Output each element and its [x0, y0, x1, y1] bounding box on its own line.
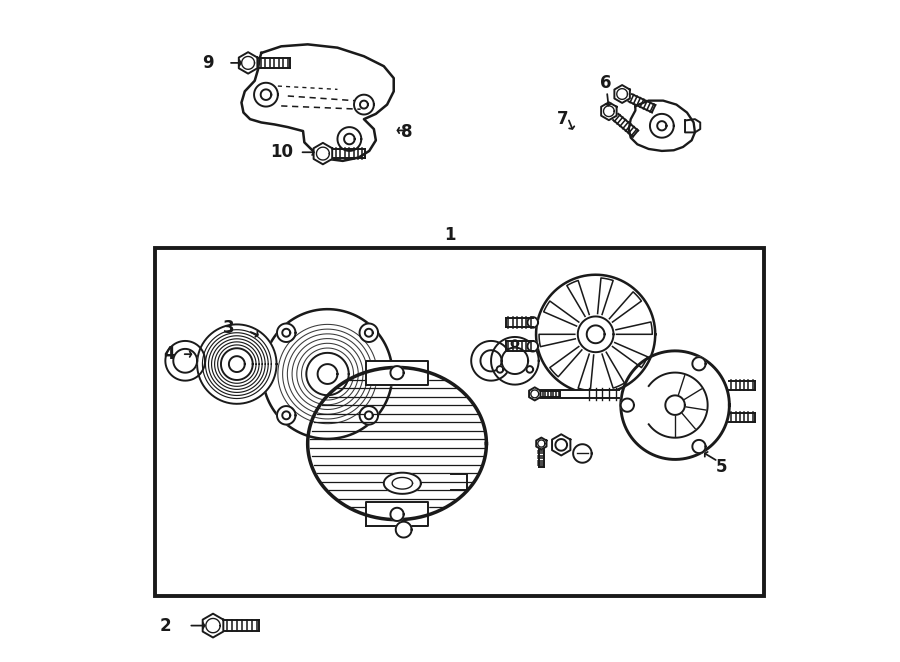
Bar: [156, 248, 764, 596]
Polygon shape: [277, 324, 295, 342]
Polygon shape: [501, 348, 528, 374]
Text: 5: 5: [716, 457, 727, 476]
Polygon shape: [567, 281, 590, 316]
Polygon shape: [364, 411, 373, 419]
Polygon shape: [578, 316, 614, 352]
Polygon shape: [538, 390, 619, 398]
Polygon shape: [539, 334, 575, 347]
Polygon shape: [197, 324, 276, 404]
Polygon shape: [202, 614, 223, 638]
Polygon shape: [552, 434, 571, 455]
Polygon shape: [621, 351, 729, 459]
Polygon shape: [254, 83, 278, 107]
Polygon shape: [587, 326, 605, 343]
Polygon shape: [308, 367, 486, 520]
Text: 9: 9: [202, 54, 214, 72]
Polygon shape: [615, 85, 630, 103]
Polygon shape: [692, 357, 706, 371]
Polygon shape: [391, 508, 404, 521]
Polygon shape: [365, 502, 428, 526]
Polygon shape: [238, 52, 257, 73]
Text: 8: 8: [401, 123, 413, 142]
Polygon shape: [396, 522, 411, 538]
Polygon shape: [174, 349, 197, 373]
Text: 6: 6: [599, 73, 611, 92]
Polygon shape: [491, 337, 539, 385]
Polygon shape: [481, 350, 501, 371]
Polygon shape: [629, 101, 695, 151]
Polygon shape: [573, 444, 591, 463]
Polygon shape: [685, 119, 700, 132]
Polygon shape: [220, 348, 253, 380]
Text: 2: 2: [159, 616, 171, 635]
Polygon shape: [359, 324, 378, 342]
Polygon shape: [344, 134, 355, 144]
Polygon shape: [578, 354, 594, 391]
Polygon shape: [602, 352, 625, 388]
Polygon shape: [692, 440, 706, 453]
Text: 4: 4: [163, 345, 175, 363]
Text: 10: 10: [270, 143, 292, 162]
Polygon shape: [318, 364, 338, 384]
Polygon shape: [472, 341, 511, 381]
Polygon shape: [360, 101, 368, 109]
Polygon shape: [166, 341, 205, 381]
Polygon shape: [526, 366, 533, 373]
Polygon shape: [621, 399, 634, 412]
Polygon shape: [354, 95, 373, 115]
Text: 1: 1: [445, 226, 455, 244]
Polygon shape: [657, 121, 667, 130]
Polygon shape: [229, 356, 245, 372]
Polygon shape: [511, 340, 518, 347]
Polygon shape: [277, 406, 295, 424]
Polygon shape: [313, 143, 332, 164]
Polygon shape: [527, 317, 538, 328]
Polygon shape: [359, 406, 378, 424]
Polygon shape: [527, 341, 538, 352]
Polygon shape: [364, 329, 373, 337]
Polygon shape: [544, 301, 579, 326]
Polygon shape: [241, 44, 393, 161]
Polygon shape: [665, 395, 685, 415]
Polygon shape: [650, 114, 674, 138]
Polygon shape: [391, 366, 404, 379]
Polygon shape: [263, 309, 392, 439]
Polygon shape: [616, 322, 652, 334]
Polygon shape: [306, 353, 348, 395]
Polygon shape: [365, 361, 428, 385]
Text: 3: 3: [222, 318, 234, 337]
Polygon shape: [536, 438, 546, 449]
Polygon shape: [383, 473, 421, 494]
Polygon shape: [598, 278, 613, 314]
Polygon shape: [536, 275, 655, 394]
Polygon shape: [550, 347, 581, 377]
Polygon shape: [283, 411, 290, 419]
Polygon shape: [529, 387, 540, 401]
Polygon shape: [261, 89, 271, 100]
Polygon shape: [338, 127, 361, 151]
Polygon shape: [497, 366, 503, 373]
Polygon shape: [283, 329, 290, 337]
Polygon shape: [609, 292, 642, 322]
Polygon shape: [601, 103, 617, 120]
Polygon shape: [613, 343, 648, 367]
Text: 7: 7: [557, 110, 569, 128]
Polygon shape: [555, 439, 567, 451]
